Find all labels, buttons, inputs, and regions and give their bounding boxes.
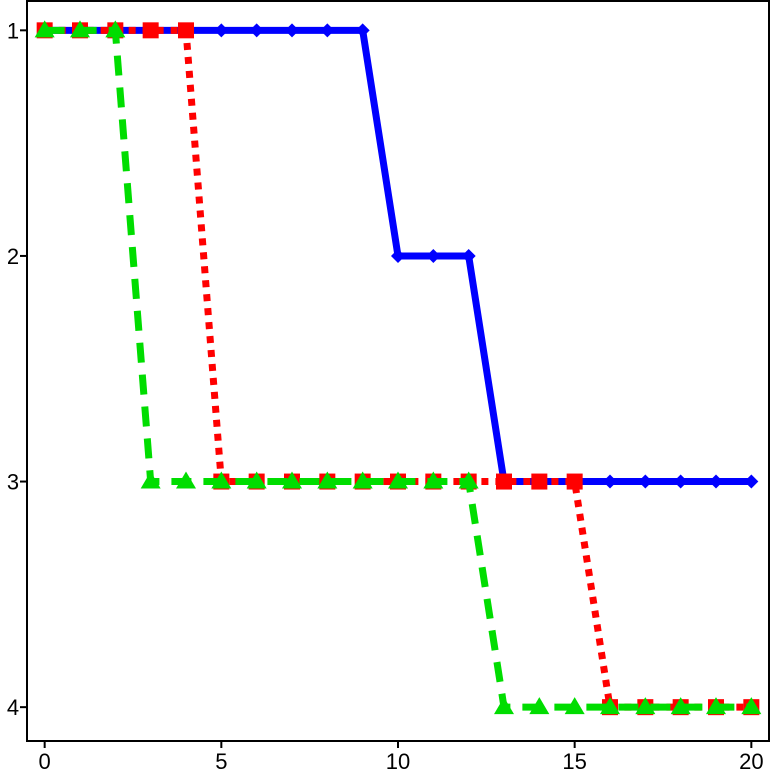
y-tick-label: 3	[7, 470, 19, 495]
series-triangle	[34, 20, 762, 715]
plot-area-frame	[26, 0, 770, 742]
data-point-diamond	[426, 248, 441, 263]
data-point-diamond	[709, 474, 723, 489]
data-point-square	[178, 22, 194, 39]
data-point-triangle	[282, 471, 302, 489]
data-point-diamond	[461, 248, 476, 263]
data-point-triangle	[529, 697, 550, 715]
data-point-triangle	[706, 697, 726, 715]
data-point-triangle	[388, 471, 408, 489]
data-point-triangle	[600, 697, 620, 715]
data-point-diamond	[285, 23, 299, 38]
data-point-diamond	[603, 474, 617, 489]
data-point-triangle	[70, 20, 90, 38]
data-point-square	[566, 473, 583, 490]
x-tick-label: 10	[386, 749, 410, 772]
data-point-triangle	[246, 471, 267, 489]
data-point-triangle	[34, 20, 55, 38]
series-square	[36, 22, 760, 716]
data-point-triangle	[458, 471, 479, 489]
data-point-diamond	[214, 23, 229, 38]
data-point-diamond	[673, 474, 688, 489]
data-point-triangle	[317, 471, 338, 489]
series-line-triangle	[44, 26, 752, 711]
data-point-triangle	[494, 697, 514, 715]
data-point-diamond	[744, 474, 759, 489]
y-tick-label: 4	[7, 695, 19, 720]
data-point-square	[531, 473, 548, 490]
data-point-triangle	[423, 471, 444, 489]
data-point-triangle	[176, 471, 196, 489]
data-point-triangle	[741, 697, 762, 715]
data-point-triangle	[105, 20, 126, 38]
x-tick-label: 20	[739, 749, 763, 772]
data-point-triangle	[140, 471, 161, 489]
data-point-square	[496, 473, 512, 490]
data-point-diamond	[320, 23, 335, 38]
y-tick-label: 1	[7, 18, 19, 43]
y-tick-label: 2	[7, 244, 19, 269]
data-point-triangle	[670, 697, 691, 715]
data-point-diamond	[391, 248, 405, 263]
x-tick-label: 5	[215, 749, 227, 772]
series-layer	[34, 20, 762, 716]
data-point-square	[142, 22, 159, 39]
x-tick-label: 15	[562, 749, 586, 772]
data-point-triangle	[352, 471, 373, 489]
data-point-triangle	[211, 471, 232, 489]
y-axis: 1 2 3 4	[7, 18, 27, 720]
series-line-square	[44, 26, 752, 711]
data-point-diamond	[249, 23, 264, 38]
x-axis: 0 5 10 15 20	[39, 741, 764, 772]
data-point-triangle	[635, 697, 656, 715]
data-point-diamond	[355, 23, 370, 38]
x-tick-label: 0	[39, 749, 51, 772]
data-point-triangle	[564, 697, 585, 715]
data-point-diamond	[638, 474, 653, 489]
